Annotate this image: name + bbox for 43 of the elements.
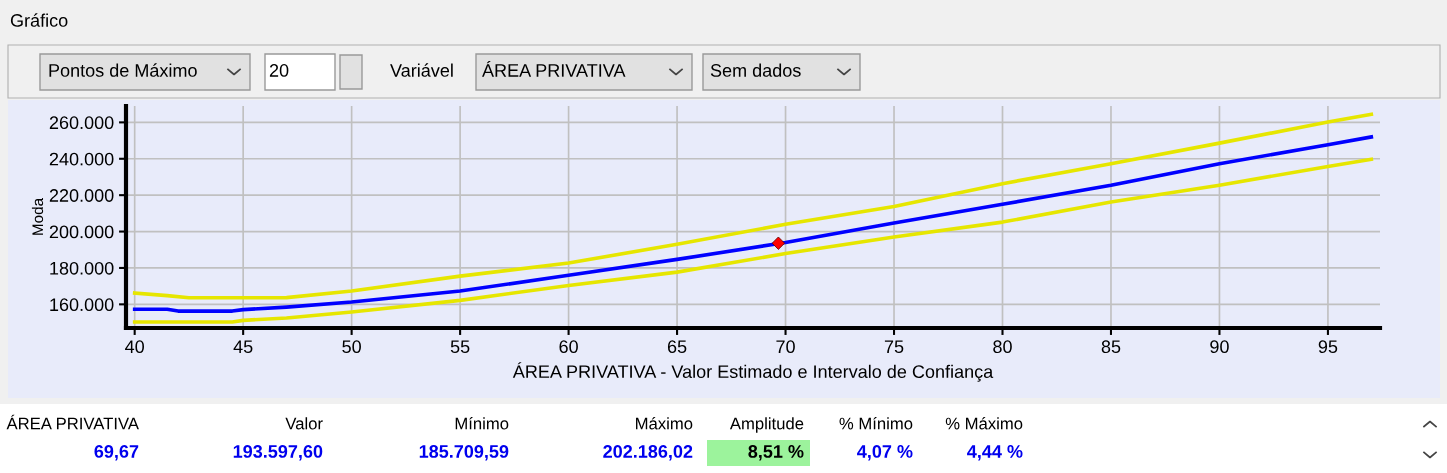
x-tick-label: 40 [125,340,145,354]
text: Variável [390,63,453,77]
x-tick-label: 70 [776,340,795,354]
text: ÁREA PRIVATIVA [482,61,626,77]
x-tick-label: 75 [884,340,904,354]
text: Gráfico [10,13,68,27]
y-tick-label: 220.000 [49,189,114,202]
text: 185.709,59 [419,445,509,461]
text: 202.186,02 [603,445,693,461]
x-tick-label: 90 [1210,340,1229,354]
y-tick-label: 240.000 [49,152,114,166]
text: 69,67 [94,445,139,461]
text: Máximo [636,417,693,430]
line-series [132,112,1374,300]
text: % Máximo [945,417,1023,430]
text: 20 [269,64,289,77]
text: 193.597,60 [233,445,323,461]
text: Amplitude [729,417,804,433]
x-tick-label: 85 [1101,340,1121,354]
x-tick-label: 95 [1318,340,1338,354]
text: 8,51 % [748,445,804,461]
x-tick-label: 45 [233,340,253,354]
text: % Mínimo [839,417,913,430]
text: Valor [285,417,323,430]
y-tick-label: 200.000 [49,225,114,239]
x-tick-label: 50 [342,340,361,354]
text: 4,07 % [857,445,913,461]
line-series [132,135,1374,313]
text: Sem dados [710,63,801,77]
text: Mínimo [455,417,509,430]
text: 4,44 % [967,445,1023,461]
x-tick-label: 65 [667,340,687,354]
y-tick-label: 260.000 [49,116,114,130]
y-tick-label: 180.000 [50,261,114,275]
x-tick-label: 80 [993,340,1012,354]
x-tick-label: 60 [559,340,578,354]
text: Pontos de Máximo [49,63,197,77]
y-axis-title: Moda [31,197,44,235]
x-tick-label: 55 [450,340,470,354]
x-axis-title: ÁREA PRIVATIVA - Valor Estimado e Intervalo de Confiança [512,362,994,382]
y-tick-label: 160.000 [50,298,114,312]
text: ÁREA PRIVATIVA [6,414,139,430]
line-series [132,157,1374,324]
